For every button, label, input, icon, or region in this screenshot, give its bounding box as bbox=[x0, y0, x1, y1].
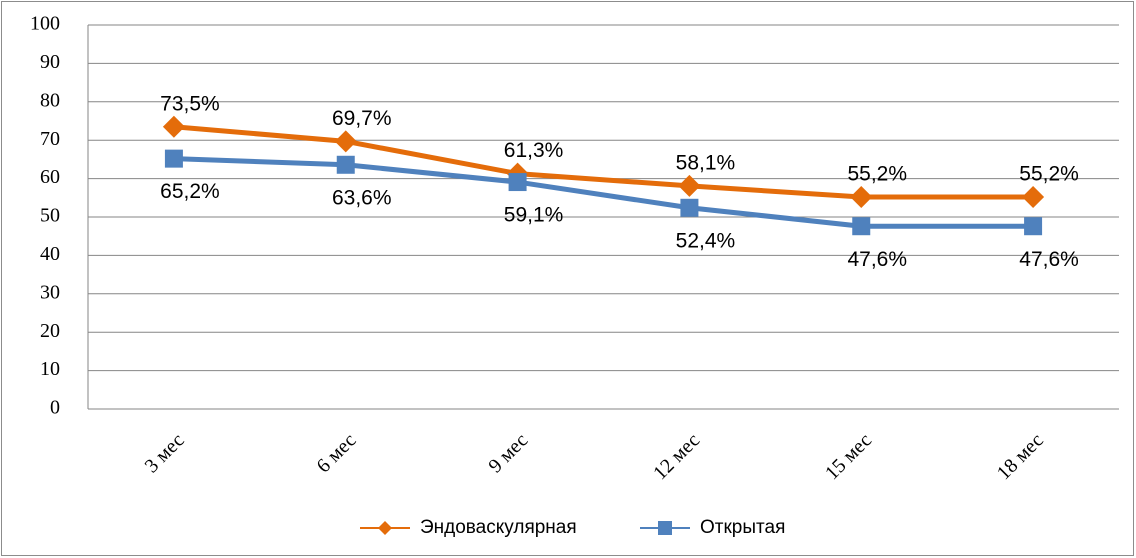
data-point bbox=[508, 173, 527, 192]
data-label: 47,6% bbox=[1019, 248, 1079, 271]
data-label: 55,2% bbox=[1019, 163, 1079, 186]
data-label: 69,7% bbox=[332, 107, 392, 130]
y-tick-label: 70 bbox=[40, 128, 60, 150]
legend-marker bbox=[378, 521, 392, 535]
y-tick-label: 30 bbox=[40, 281, 60, 303]
y-tick-label: 90 bbox=[40, 51, 60, 73]
data-point bbox=[680, 198, 699, 217]
data-label: 63,6% bbox=[332, 186, 392, 209]
y-tick-label: 40 bbox=[40, 243, 60, 265]
data-label: 52,4% bbox=[676, 229, 736, 252]
y-tick-label: 80 bbox=[40, 89, 60, 111]
data-label: 59,1% bbox=[504, 204, 564, 227]
data-point bbox=[334, 130, 357, 153]
data-point bbox=[850, 186, 873, 209]
data-point bbox=[164, 149, 183, 168]
data-label: 65,2% bbox=[160, 180, 220, 203]
y-tick-label: 50 bbox=[40, 205, 60, 227]
data-point bbox=[1022, 186, 1045, 209]
data-label: 73,5% bbox=[160, 92, 220, 115]
data-point bbox=[336, 155, 355, 174]
data-point bbox=[678, 174, 701, 197]
y-tick-label: 60 bbox=[40, 166, 60, 188]
data-point bbox=[1024, 217, 1043, 236]
data-point bbox=[852, 217, 871, 236]
legend-label: Эндоваскулярная bbox=[420, 517, 577, 538]
data-label: 55,2% bbox=[847, 163, 907, 186]
data-label: 61,3% bbox=[504, 139, 564, 162]
y-tick-label: 0 bbox=[50, 397, 60, 419]
y-tick-label: 100 bbox=[30, 13, 60, 35]
data-point bbox=[162, 115, 185, 138]
y-tick-label: 20 bbox=[40, 320, 60, 342]
legend-marker bbox=[658, 521, 672, 535]
data-label: 58,1% bbox=[676, 151, 736, 174]
legend-label: Открытая bbox=[700, 517, 785, 538]
series-line bbox=[173, 124, 1034, 200]
y-tick-label: 10 bbox=[40, 358, 60, 380]
series-line bbox=[173, 156, 1034, 229]
data-label: 47,6% bbox=[847, 248, 907, 271]
